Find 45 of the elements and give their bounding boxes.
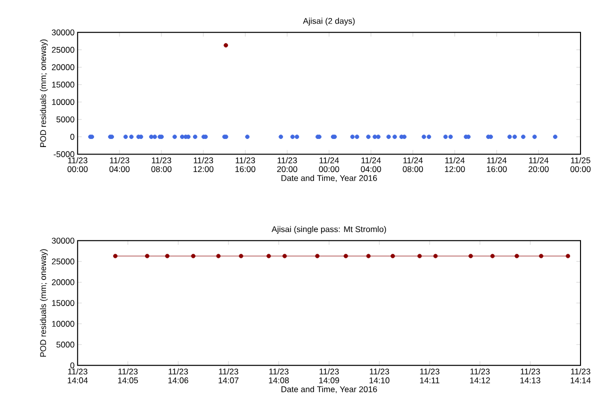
x-tick-label: 11/24 04:00: [360, 157, 382, 172]
x-tick-label: 11/24 08:00: [402, 157, 423, 172]
x-axis-title: Date and Time, Year 2016: [281, 386, 377, 394]
y-tick-label: 25000: [52, 47, 74, 53]
y-tick-label: 15000: [52, 300, 74, 306]
y-axis-title: POD residuals (mm; oneway): [40, 249, 48, 357]
chart-title: Ajisai (single pass: Mt Stromlo): [272, 226, 386, 234]
y-tick-label: 5000: [56, 116, 74, 123]
y-tick-label: 30000: [52, 30, 74, 36]
y-tick-label: 0: [70, 134, 74, 140]
x-tick-label: 11/25 00:00: [570, 157, 591, 172]
x-axis-title: Date and Time, Year 2016: [281, 175, 377, 182]
y-axis-title: POD residuals (mm; oneway): [40, 40, 48, 148]
x-tick-label: 11/23 14:09: [319, 368, 340, 384]
y-tick-label: 20000: [52, 280, 74, 286]
x-tick-label: 11/23 14:13: [520, 368, 540, 384]
x-tick-label: 11/23 14:04: [68, 368, 88, 384]
x-tick-label: 11/23 12:00: [194, 157, 214, 172]
x-tick-label: 11/24 16:00: [486, 157, 507, 172]
y-tick-label: 10000: [52, 99, 74, 106]
x-tick-label: 11/23 14:08: [268, 368, 289, 384]
x-tick-label: 11/23 14:05: [118, 368, 138, 384]
x-tick-label: 11/23 14:10: [370, 368, 390, 384]
x-tick-label: 11/24 20:00: [528, 157, 549, 172]
chart-title: Ajisai (2 days): [302, 18, 355, 26]
y-tick-label: 5000: [56, 342, 74, 348]
x-tick-label: 11/23 16:00: [235, 157, 256, 172]
x-tick-label: 11/23 04:00: [109, 157, 130, 172]
y-tick-label: 25000: [52, 258, 74, 265]
y-tick-label: 20000: [52, 64, 74, 70]
x-tick-label: 11/23 14:06: [168, 368, 188, 384]
x-tick-label: 11/23 14:14: [570, 368, 591, 384]
x-tick-label: 11/24 00:00: [318, 157, 340, 172]
x-tick-label: 11/23 08:00: [151, 157, 172, 172]
x-tick-label: 11/23 00:00: [68, 157, 88, 172]
x-tick-label: 11/23 14:07: [218, 368, 238, 384]
x-tick-label: 11/23 14:11: [420, 368, 440, 384]
y-tick-label: 0: [70, 362, 74, 369]
x-tick-label: 11/24 12:00: [445, 157, 465, 172]
y-tick-label: -5000: [54, 152, 74, 158]
y-tick-label: 30000: [52, 238, 74, 244]
y-tick-label: 15000: [52, 82, 74, 88]
x-tick-label: 11/23 20:00: [277, 157, 298, 172]
x-tick-label: 11/23 14:12: [470, 368, 490, 384]
y-tick-label: 10000: [52, 321, 74, 327]
